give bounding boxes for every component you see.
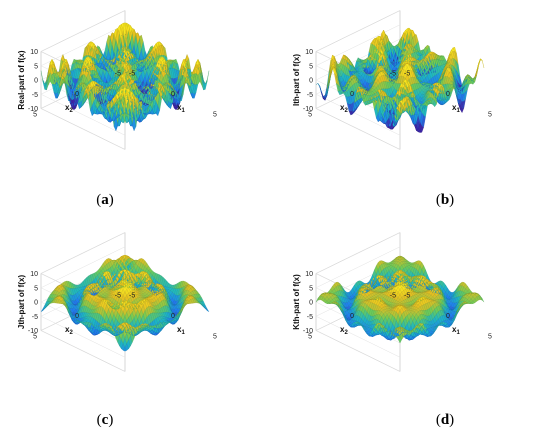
x2-tick-label: 0 — [75, 91, 79, 98]
x2-axis-label: x2 — [65, 103, 73, 114]
surface — [315, 27, 485, 133]
x2-tick-label: 5 — [33, 112, 37, 119]
z-tick-label: -10 — [28, 106, 38, 113]
x2-tick-label: 5 — [308, 112, 312, 119]
z-axis-label: Real-part of f(x) — [17, 50, 26, 109]
x1-tick-label: -5 — [404, 71, 410, 78]
z-tick-label: -5 — [307, 92, 313, 99]
panel-caption-b: (b) — [435, 192, 455, 208]
z-tick-label: 10 — [305, 49, 313, 56]
surface-plot-b: -10 -5 0 5 10 Ith-part of f(x) -5 0 5 -5 0 5 x1 x2 — [292, 10, 492, 150]
x1-tick-label: 0 — [446, 91, 450, 98]
surface-patch — [205, 70, 210, 85]
surface — [40, 22, 210, 132]
z-tick-label: 10 — [30, 49, 38, 56]
x1-axis-label: x1 — [452, 103, 460, 114]
z-tick-label: 0 — [309, 78, 313, 85]
x1-tick-label: 0 — [171, 91, 175, 98]
x1-tick-label: 5 — [488, 112, 492, 119]
surface-panel-a: -10 -5 0 5 10 Real-part of f(x) -5 0 5 -5 0 5 x1 x2 — [0, 0, 270, 200]
x2-tick-label: -5 — [390, 71, 396, 78]
z-tick-label: -5 — [32, 92, 38, 99]
z-tick-label: 5 — [309, 63, 313, 70]
surface-panel-b: -10 -5 0 5 10 Ith-part of f(x) -5 0 5 -5 0 5 x1 x2 — [275, 0, 545, 200]
z-axis-label: Ith-part of f(x) — [292, 54, 301, 106]
x2-axis-label: x2 — [340, 103, 348, 114]
surface-plot-a: -10 -5 0 5 10 Real-part of f(x) -5 0 5 -5 0 5 x1 x2 — [17, 10, 217, 150]
x1-axis-label: x1 — [177, 103, 185, 114]
surface-patch — [480, 58, 485, 69]
x2-tick-label: -5 — [115, 71, 121, 78]
x1-tick-label: -5 — [129, 71, 135, 78]
surface — [40, 254, 210, 352]
surface-panel-c: -10 -5 0 5 10 Jth-part of f(x) -5 0 5 -5 0 5 x1 x2 — [0, 222, 270, 422]
x1-tick-label: 5 — [213, 112, 217, 119]
panel-caption-a: (a) — [96, 192, 114, 208]
x2-tick-label: 0 — [350, 91, 354, 98]
z-tick-label: -10 — [303, 106, 313, 113]
z-tick-label: 5 — [34, 63, 38, 70]
z-tick-label: 0 — [34, 78, 38, 85]
